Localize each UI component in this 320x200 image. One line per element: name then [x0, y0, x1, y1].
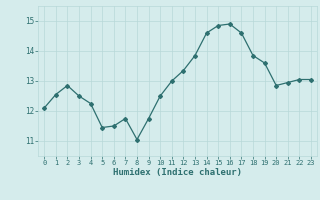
X-axis label: Humidex (Indice chaleur): Humidex (Indice chaleur) — [113, 168, 242, 177]
